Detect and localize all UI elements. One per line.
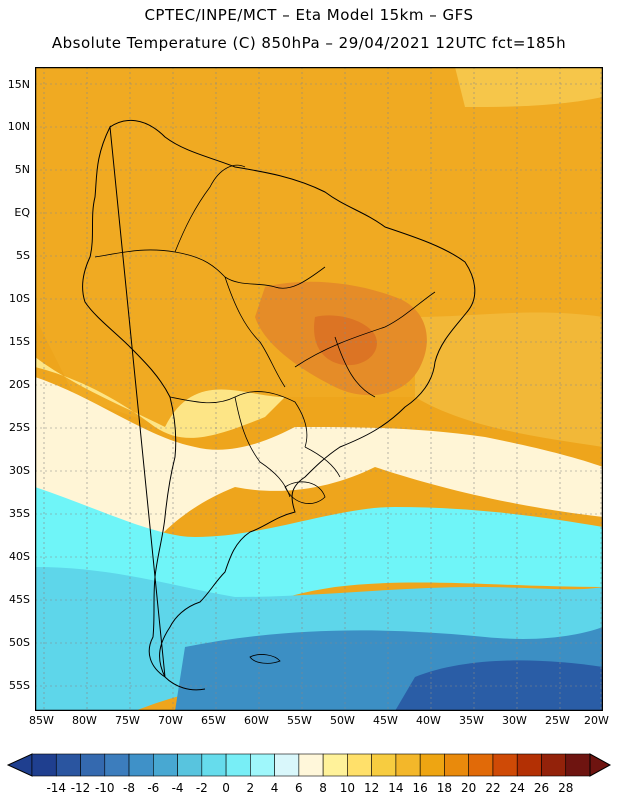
colorbar-swatch	[250, 753, 275, 777]
colorbar-tick-label: -14	[46, 781, 66, 795]
colorbar-swatch	[395, 753, 421, 777]
lat-labels: 15N 10N 5N EQ 5S 10S 15S 20S 25S 30S 35S…	[0, 67, 34, 711]
colorbar-min-arrow	[6, 753, 33, 777]
lat-label: EQ	[14, 206, 30, 219]
colorbar-tick-label: 12	[364, 781, 379, 795]
colorbar-tick-label: -2	[196, 781, 208, 795]
colorbar-swatch	[201, 753, 227, 777]
lon-label: 25W	[545, 714, 570, 727]
lat-label: 55S	[9, 679, 30, 692]
colorbar-swatch	[31, 753, 57, 777]
colorbar-tick-label: 28	[558, 781, 573, 795]
map-border	[35, 67, 603, 711]
lat-label: 10N	[7, 120, 30, 133]
colorbar-swatch	[274, 753, 300, 777]
colorbar-swatch	[541, 753, 567, 777]
lat-label: 10S	[9, 292, 30, 305]
colorbar-swatch	[516, 753, 542, 777]
colorbar-swatch	[322, 753, 348, 777]
colorbar-swatch	[104, 753, 130, 777]
colorbar-swatch	[177, 753, 203, 777]
colorbar-tick-label: 20	[461, 781, 476, 795]
field-hot-core	[314, 315, 377, 366]
lon-label: 30W	[502, 714, 527, 727]
lat-label: 15N	[7, 78, 30, 91]
lat-label: 15S	[9, 335, 30, 348]
colorbar-tick-label: 6	[295, 781, 303, 795]
field-atlantic-yellow	[455, 67, 603, 107]
lat-label: 40S	[9, 550, 30, 563]
country-borders	[94, 164, 436, 498]
colorbar-tick-label: 18	[437, 781, 452, 795]
colorbar-swatch	[298, 753, 324, 777]
lon-label: 45W	[373, 714, 398, 727]
colorbar-tick-label: -6	[147, 781, 159, 795]
colorbar-swatch	[80, 753, 106, 777]
colorbar-tick-label: 26	[534, 781, 549, 795]
colorbar-swatch	[468, 753, 494, 777]
colorbar-tick-label: 24	[510, 781, 525, 795]
colorbar: -14 -12 -10 -8 -6 -4 -2 0 2 4 6 8 10 12 14 16 18 20 22 24 26…	[6, 753, 612, 795]
colorbar-swatch	[225, 753, 251, 777]
lat-label: 50S	[9, 636, 30, 649]
lon-label: 85W	[29, 714, 54, 727]
falklands	[249, 654, 281, 664]
coastline-south-america	[82, 119, 476, 691]
colorbar-tick-label: 14	[388, 781, 403, 795]
lat-label: 5N	[14, 163, 30, 176]
field-pale-band	[35, 377, 603, 567]
colorbar-swatch	[444, 753, 469, 777]
lat-label: 25S	[9, 421, 30, 434]
lon-label: 55W	[287, 714, 312, 727]
colorbar-tick-label: -10	[95, 781, 115, 795]
title-line-1: CPTEC/INPE/MCT – Eta Model 15km – GFS	[144, 6, 474, 24]
colorbar-tick-label: 10	[340, 781, 355, 795]
colorbar-swatch	[565, 753, 591, 777]
colorbar-tick-label: -12	[71, 781, 91, 795]
lat-label: 45S	[9, 593, 30, 606]
colorbar-swatch	[347, 753, 372, 777]
lon-label: 70W	[158, 714, 183, 727]
colorbar-swatch	[371, 753, 397, 777]
colorbar-swatch	[419, 753, 445, 777]
field-atlantic-gold	[415, 312, 603, 447]
colorbar-swatch	[128, 753, 154, 777]
lagoa-patos	[284, 481, 326, 504]
lat-label: 35S	[9, 507, 30, 520]
title-line-2: Absolute Temperature (C) 850hPa – 29/04/…	[51, 34, 567, 52]
lon-labels: 85W 80W 75W 70W 65W 60W 55W 50W 45W 40W …	[29, 714, 609, 730]
colorbar-tick-label: 0	[222, 781, 230, 795]
colorbar-tick-label: -8	[123, 781, 135, 795]
lon-label: 60W	[244, 714, 269, 727]
colorbar-tick-label: 2	[247, 781, 255, 795]
lon-label: 40W	[416, 714, 441, 727]
colorbar-tick-label: 22	[485, 781, 500, 795]
colorbar-tick-label: 4	[271, 781, 279, 795]
lon-label: 20W	[584, 714, 609, 727]
lat-label: 5S	[16, 249, 30, 262]
lat-label: 30S	[9, 464, 30, 477]
field-cold-ocean	[395, 660, 603, 711]
lat-label: 20S	[9, 378, 30, 391]
field-yellow-band	[35, 357, 285, 438]
colorbar-tick-label: 16	[413, 781, 428, 795]
grid-lines	[35, 67, 603, 711]
colorbar-tick-label: -4	[172, 781, 184, 795]
colorbar-swatch	[55, 753, 81, 777]
lon-label: 80W	[72, 714, 97, 727]
colorbar-tick-label: 8	[319, 781, 327, 795]
lon-label: 50W	[330, 714, 355, 727]
colorbar-swatch	[153, 753, 178, 777]
map-frame	[35, 67, 603, 711]
colorbar-swatch	[492, 753, 518, 777]
colorbar-max-arrow	[589, 753, 612, 777]
lon-label: 35W	[459, 714, 484, 727]
lon-label: 65W	[201, 714, 226, 727]
lon-label: 75W	[115, 714, 140, 727]
